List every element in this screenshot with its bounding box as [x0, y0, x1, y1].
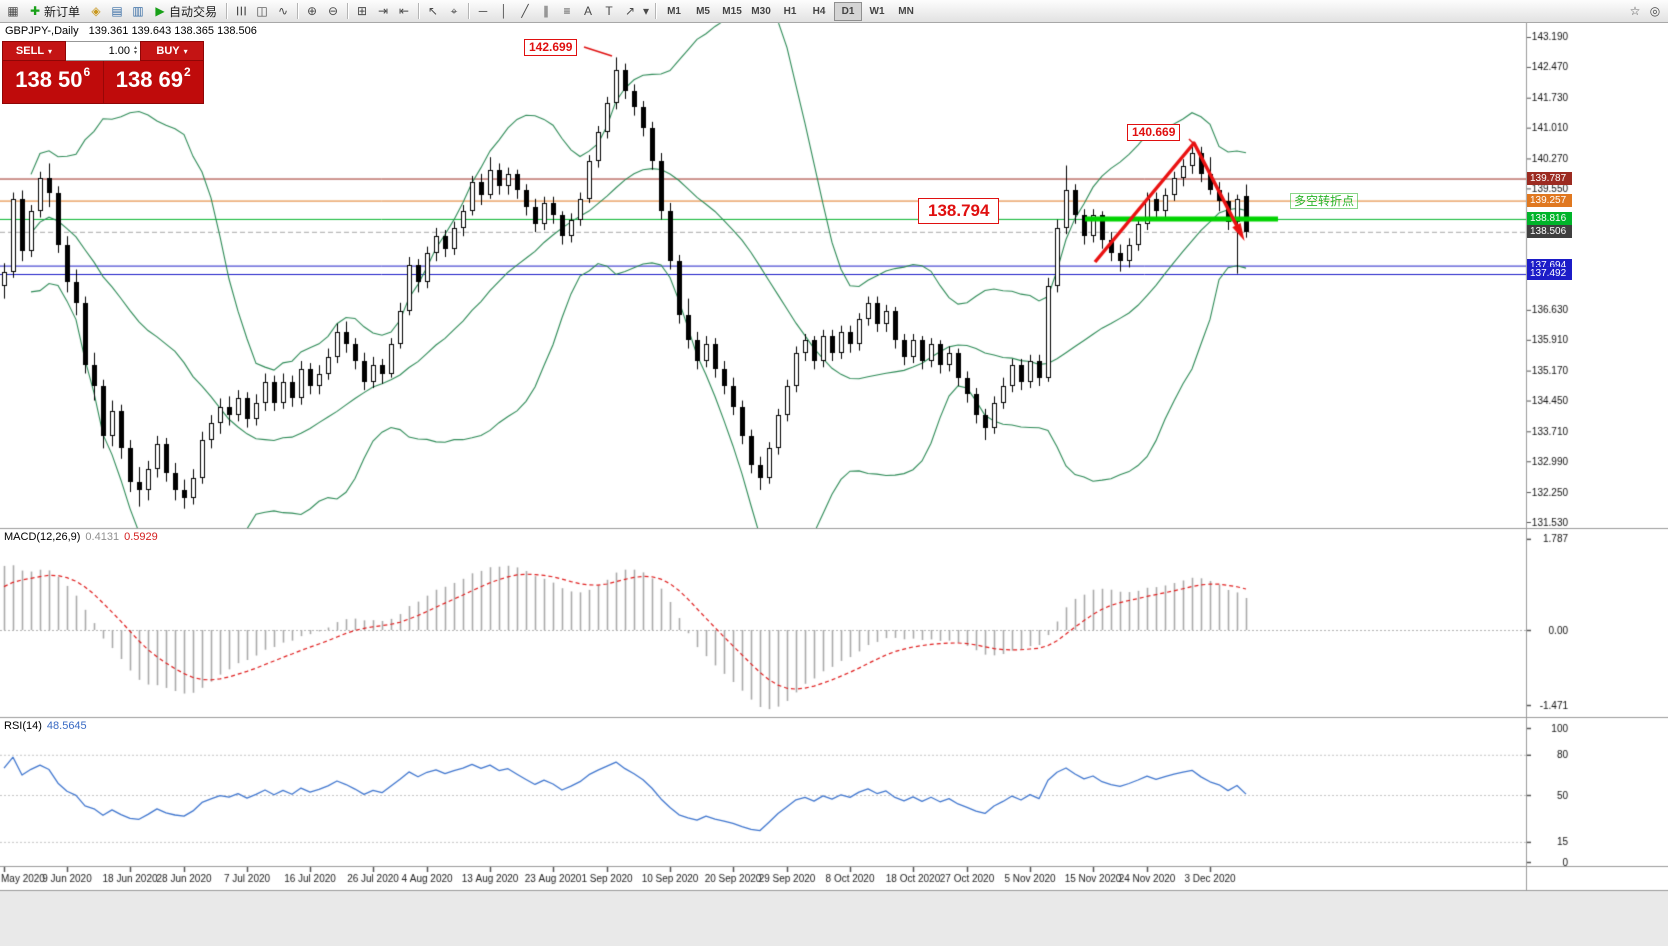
- chevron-down-icon[interactable]: ▾: [643, 4, 650, 18]
- price-label-138.816[interactable]: 138.816: [1527, 211, 1572, 225]
- price-label-139.787[interactable]: 139.787: [1527, 171, 1572, 185]
- vertical-line-icon[interactable]: │: [500, 4, 508, 18]
- sell-label: SELL: [15, 45, 45, 57]
- buy-price-display[interactable]: 138 69 2: [102, 61, 204, 103]
- timeframe-m15[interactable]: M15: [722, 5, 742, 17]
- toolbar-separator: [226, 3, 228, 19]
- arrow-object-icon[interactable]: ↗: [625, 4, 636, 18]
- channel-icon[interactable]: ∥: [543, 4, 550, 18]
- toolbar-separator: [347, 3, 349, 19]
- symbol-title: GBPJPY-,Daily: [5, 25, 79, 37]
- annotation-peak-high[interactable]: 142.699: [524, 39, 578, 56]
- toolbar-right-group: ☆ ◎: [1625, 2, 1665, 20]
- symbol-info: GBPJPY-,Daily 139.361 139.643 138.365 13…: [5, 25, 257, 37]
- timeframe-d1[interactable]: D1: [834, 1, 863, 21]
- toolbar-separator: [655, 3, 657, 19]
- buy-price-main: 138: [115, 67, 153, 92]
- toolbar-separator: [297, 3, 299, 19]
- macd-indicator-label: MACD(12,26,9) 0.4131 0.5929: [4, 531, 158, 543]
- sell-price-pips: 50: [58, 67, 83, 92]
- rsi-indicator-label: RSI(14) 48.5645: [4, 720, 87, 732]
- annotation-recent-high[interactable]: 140.669: [1127, 124, 1181, 141]
- price-label-137.492[interactable]: 137.492: [1527, 267, 1572, 280]
- timeframe-mn[interactable]: MN: [898, 5, 914, 17]
- volume-stepper: ▴ ▾: [133, 45, 137, 56]
- timeframe-h1[interactable]: H1: [783, 5, 797, 17]
- volume-value: 1.00: [108, 45, 130, 57]
- bar-chart-icon[interactable]: ☰: [234, 5, 249, 17]
- compass-icon[interactable]: ◈: [91, 4, 101, 18]
- one-click-trading-widget: SELL ▾ 1.00 ▴ ▾ BUY ▾ 138 50 6 1: [2, 41, 204, 104]
- buy-price-point: 2: [184, 65, 191, 79]
- fibonacci-icon[interactable]: ≡: [563, 4, 571, 18]
- autotrading-label: 自动交易: [169, 4, 218, 19]
- symbol-ohlc-values: 139.361 139.643 138.365 138.506: [88, 25, 257, 37]
- sell-price-main: 138: [15, 67, 53, 92]
- sell-price-point: 6: [83, 65, 91, 79]
- volume-decrease-icon[interactable]: ▾: [133, 50, 137, 56]
- rsi-value: 48.5645: [46, 720, 87, 732]
- chevron-down-icon: ▾: [48, 47, 53, 56]
- buy-button[interactable]: BUY ▾: [140, 41, 204, 61]
- zoom-out-icon[interactable]: ⊖: [328, 4, 339, 18]
- macd-main-value: 0.4131: [85, 531, 120, 543]
- timeframe-m5[interactable]: M5: [696, 5, 710, 17]
- macd-signal-value: 0.5929: [124, 531, 158, 543]
- volume-input[interactable]: 1.00 ▴ ▾: [66, 41, 140, 61]
- profiles-icon[interactable]: ▤: [111, 4, 123, 18]
- search-icon[interactable]: ◎: [1649, 4, 1661, 18]
- crosshair-icon[interactable]: ⌖: [450, 3, 458, 18]
- auto-scroll-icon[interactable]: ⇥: [378, 4, 389, 18]
- autotrading-button[interactable]: ▶ 自动交易: [149, 2, 222, 20]
- autotrading-play-icon: ▶: [155, 4, 165, 18]
- favorites-icon[interactable]: ☆: [1629, 4, 1641, 18]
- new-order-label: 新订单: [44, 4, 81, 19]
- chart-shift-icon[interactable]: ⇤: [399, 4, 410, 18]
- zoom-in-icon[interactable]: ⊕: [307, 4, 318, 18]
- chart-window-icon[interactable]: ▦: [7, 4, 19, 18]
- trendline-icon[interactable]: ╱: [521, 4, 529, 18]
- rsi-title: RSI(14): [4, 720, 42, 732]
- buy-price-pips: 69: [158, 67, 183, 92]
- line-chart-icon[interactable]: ∿: [278, 4, 289, 18]
- volume-increase-icon[interactable]: ▴: [133, 45, 137, 51]
- timeframe-h4[interactable]: H4: [812, 5, 826, 17]
- chevron-down-icon: ▾: [183, 47, 188, 56]
- data-window-icon[interactable]: ▥: [132, 4, 144, 18]
- annotation-key-level[interactable]: 138.794: [918, 198, 1000, 224]
- annotation-turning-point[interactable]: 多空转折点: [1290, 193, 1359, 209]
- candlestick-chart-icon[interactable]: ◫: [256, 4, 268, 18]
- toolbar-separator: [418, 3, 420, 19]
- new-order-button[interactable]: ✚ 新订单: [24, 2, 85, 20]
- price-label-139.257[interactable]: 139.257: [1527, 193, 1572, 207]
- sell-button[interactable]: SELL ▾: [2, 41, 66, 61]
- tile-windows-icon[interactable]: ⊞: [357, 4, 368, 18]
- horizontal-line-icon[interactable]: ─: [478, 4, 488, 18]
- text-label-icon[interactable]: T: [605, 4, 613, 18]
- main-toolbar: ▦ ✚ 新订单 ◈ ▤ ▥ ▶ 自动交易 ☰ ◫ ∿ ⊕ ⊖ ⊞ ⇥ ⇤ ↖ ⌖…: [0, 0, 1668, 23]
- new-order-icon: ✚: [29, 4, 41, 18]
- text-icon[interactable]: A: [584, 4, 593, 18]
- price-label-138.506: 138.506: [1527, 224, 1572, 238]
- timeframe-w1[interactable]: W1: [869, 5, 885, 17]
- macd-title: MACD(12,26,9): [4, 531, 81, 543]
- buy-label: BUY: [156, 45, 180, 57]
- sell-price-display[interactable]: 138 50 6: [3, 61, 103, 103]
- timeframe-m30[interactable]: M30: [751, 5, 771, 17]
- toolbar-separator: [468, 3, 470, 19]
- cursor-icon[interactable]: ↖: [428, 4, 439, 18]
- timeframe-m1[interactable]: M1: [667, 5, 681, 17]
